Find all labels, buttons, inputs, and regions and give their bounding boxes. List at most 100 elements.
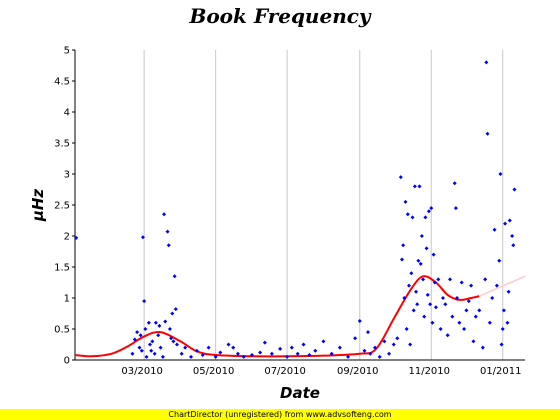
data-point <box>170 311 175 316</box>
data-point <box>405 212 410 217</box>
data-point <box>402 296 407 300</box>
y-tick-label: 2.5 <box>54 201 70 212</box>
y-tick-label: 3.5 <box>54 139 70 150</box>
data-point <box>157 323 162 328</box>
data-point <box>418 261 423 266</box>
data-point <box>189 354 194 359</box>
data-point <box>421 277 426 282</box>
data-point <box>483 277 488 282</box>
data-point <box>436 277 441 282</box>
x-tick-labels: 03/2010 05/2010 07/2010 09/2010 11/2010 01/20… <box>121 366 521 377</box>
data-point <box>403 199 408 204</box>
data-point <box>501 308 506 313</box>
grid <box>143 50 504 360</box>
data-point <box>395 336 400 341</box>
data-point <box>498 172 503 176</box>
data-point <box>477 308 482 313</box>
data-point <box>391 342 396 347</box>
data-point <box>231 345 236 350</box>
data-point <box>505 320 510 325</box>
data-point <box>398 175 403 180</box>
data-point <box>480 345 485 350</box>
data-point <box>179 351 184 356</box>
data-point <box>171 339 176 344</box>
data-point <box>130 351 135 356</box>
data-point <box>146 320 151 325</box>
data-point <box>140 235 145 240</box>
plot-area <box>75 50 525 360</box>
y-tick-label: 5 <box>64 46 70 57</box>
data-point <box>235 351 240 356</box>
data-point <box>135 330 140 335</box>
data-point <box>377 354 382 359</box>
data-point <box>357 318 362 323</box>
data-point <box>373 345 377 350</box>
trend-line <box>74 275 480 358</box>
data-point <box>156 333 161 338</box>
data-point <box>430 320 435 325</box>
data-point <box>507 218 512 223</box>
data-point <box>440 296 445 300</box>
y-tick-label: 2 <box>64 232 70 243</box>
data-point <box>499 342 504 347</box>
data-point <box>411 308 416 313</box>
data-point <box>445 333 450 338</box>
y-tick-label: 0.5 <box>54 325 70 336</box>
y-axis-title: µHz <box>29 189 47 223</box>
data-point <box>148 342 152 347</box>
data-point <box>409 271 414 276</box>
data-point <box>160 354 165 359</box>
data-point <box>329 351 334 356</box>
data-point <box>455 296 460 300</box>
data-point <box>462 327 467 331</box>
data-point <box>484 60 489 65</box>
data-point <box>158 345 163 350</box>
data-point <box>497 258 502 263</box>
data-point <box>424 246 429 251</box>
data-point <box>433 305 438 310</box>
data-point <box>408 342 413 347</box>
data-point <box>173 307 178 312</box>
data-point <box>490 296 495 300</box>
data-point <box>387 351 392 356</box>
data-point <box>382 339 387 344</box>
y-tick-label: 1 <box>64 294 70 305</box>
data-point <box>169 336 174 341</box>
data-point <box>213 354 218 359</box>
data-point <box>249 353 254 358</box>
data-point <box>466 299 471 304</box>
data-point <box>295 351 300 356</box>
data-point <box>166 243 171 248</box>
data-point <box>153 320 158 325</box>
data-point <box>307 353 312 358</box>
x-tick-label: 11/2010 <box>408 366 450 377</box>
data-point <box>132 337 137 342</box>
data-point <box>431 252 436 257</box>
x-tick-label: 09/2010 <box>337 366 379 377</box>
data-point <box>443 302 448 307</box>
data-point <box>206 345 211 350</box>
data-point <box>150 339 155 344</box>
data-point <box>353 336 358 341</box>
data-point <box>438 327 443 331</box>
data-point <box>346 354 351 359</box>
x-tick-label: 05/2010 <box>193 366 235 377</box>
data-point <box>487 320 492 325</box>
data-point <box>417 184 422 189</box>
y-tick-label: 3 <box>64 170 70 181</box>
data-point <box>241 354 246 359</box>
data-point <box>174 342 179 347</box>
y-tick-label: 4.5 <box>54 77 70 88</box>
data-point <box>473 314 478 319</box>
data-point <box>503 221 508 226</box>
data-point <box>512 187 517 192</box>
x-tick-label: 03/2010 <box>121 366 163 377</box>
data-point <box>410 215 415 220</box>
data-point <box>429 206 434 211</box>
data-point <box>457 320 462 325</box>
data-point <box>138 333 143 338</box>
chart-title: Book Frequency <box>188 4 371 28</box>
x-tick-label: 01/2011 <box>480 366 522 377</box>
data-point <box>226 342 231 347</box>
